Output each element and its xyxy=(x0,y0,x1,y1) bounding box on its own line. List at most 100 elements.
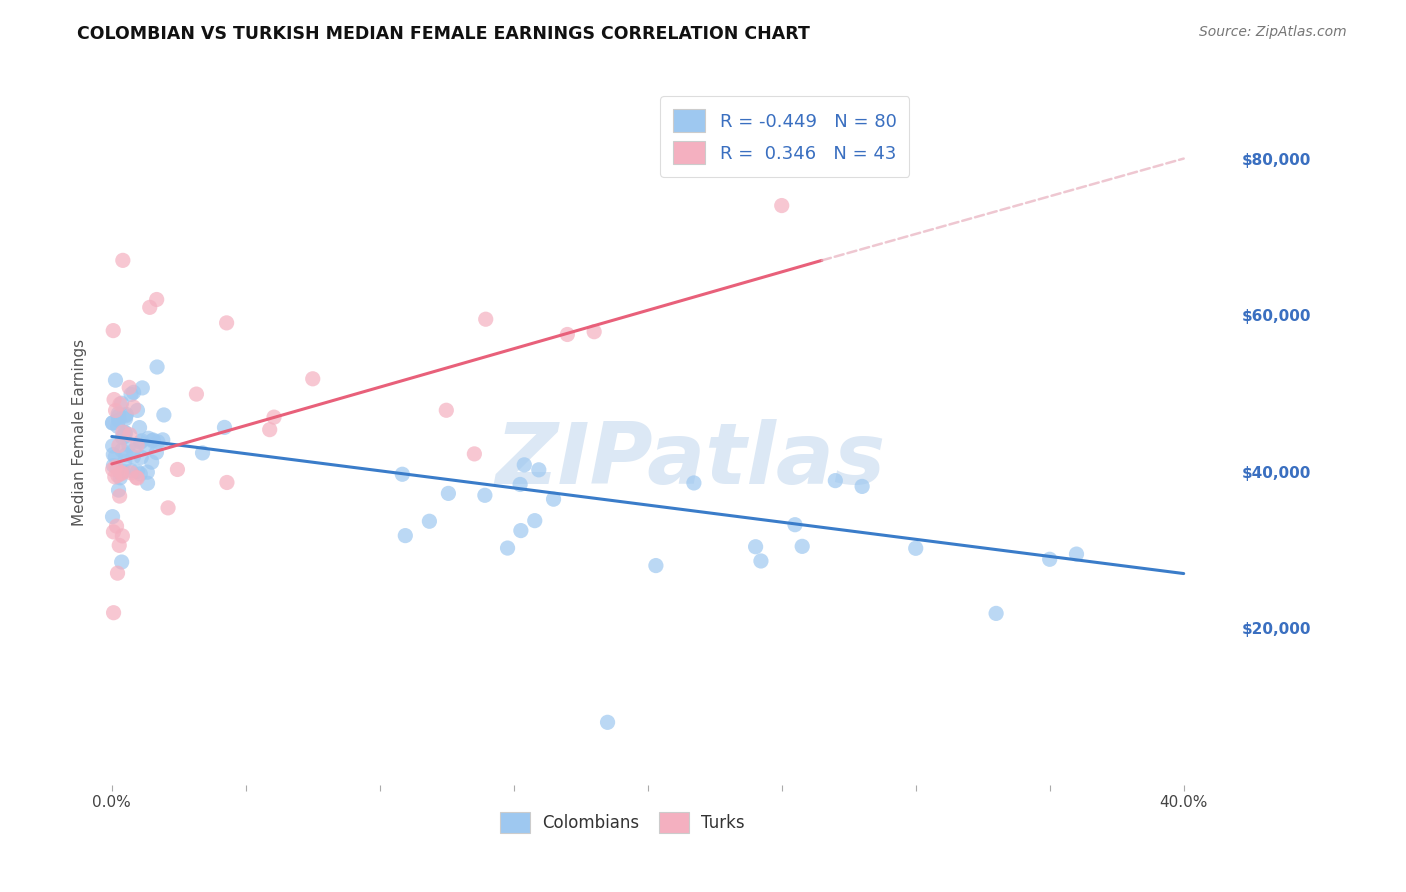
Point xyxy=(792,540,814,554)
Point xyxy=(152,433,174,447)
Point xyxy=(263,410,285,425)
Point xyxy=(129,450,152,465)
Point xyxy=(683,475,706,490)
Point xyxy=(127,438,149,452)
Text: ZIPatlas: ZIPatlas xyxy=(495,419,886,502)
Point xyxy=(543,492,565,507)
Point xyxy=(259,423,281,437)
Point xyxy=(104,460,127,475)
Point xyxy=(101,439,124,453)
Point xyxy=(103,606,125,620)
Point xyxy=(139,301,162,315)
Point xyxy=(104,403,127,417)
Point xyxy=(136,465,159,479)
Y-axis label: Median Female Earnings: Median Female Earnings xyxy=(72,339,87,526)
Point xyxy=(111,443,134,458)
Point xyxy=(394,528,416,542)
Point xyxy=(215,475,238,490)
Point xyxy=(108,538,131,552)
Point xyxy=(103,392,125,407)
Text: COLOMBIAN VS TURKISH MEDIAN FEMALE EARNINGS CORRELATION CHART: COLOMBIAN VS TURKISH MEDIAN FEMALE EARNI… xyxy=(77,25,810,43)
Point xyxy=(138,431,160,445)
Point xyxy=(770,198,793,212)
Point xyxy=(107,566,129,581)
Point xyxy=(112,430,135,444)
Point xyxy=(111,253,134,268)
Point xyxy=(120,464,142,478)
Point xyxy=(437,486,460,500)
Point xyxy=(596,715,619,730)
Point xyxy=(153,408,176,422)
Point xyxy=(557,327,579,342)
Point xyxy=(110,396,132,410)
Point xyxy=(111,425,134,439)
Point xyxy=(108,397,131,411)
Point xyxy=(509,524,531,538)
Point xyxy=(474,488,496,502)
Point xyxy=(127,465,149,479)
Point xyxy=(157,500,180,515)
Point xyxy=(108,471,131,485)
Point xyxy=(122,400,145,414)
Point xyxy=(111,529,134,543)
Point xyxy=(107,409,129,424)
Point xyxy=(301,372,323,386)
Text: Source: ZipAtlas.com: Source: ZipAtlas.com xyxy=(1199,25,1347,39)
Point xyxy=(105,519,128,533)
Point xyxy=(122,450,145,464)
Point xyxy=(110,466,132,480)
Point xyxy=(122,443,145,458)
Point xyxy=(111,555,134,569)
Point xyxy=(114,409,136,423)
Point xyxy=(131,434,153,448)
Point xyxy=(114,425,136,440)
Point xyxy=(103,524,125,539)
Point xyxy=(186,387,208,401)
Point xyxy=(120,466,142,480)
Point xyxy=(118,438,141,452)
Point xyxy=(104,470,127,484)
Point xyxy=(783,517,806,532)
Point xyxy=(749,554,772,568)
Point xyxy=(463,447,485,461)
Point xyxy=(107,407,129,421)
Point xyxy=(115,408,138,422)
Point xyxy=(191,446,214,460)
Point xyxy=(118,427,141,442)
Point xyxy=(129,467,152,481)
Point xyxy=(434,403,457,417)
Point xyxy=(851,479,873,493)
Point xyxy=(115,448,138,462)
Point xyxy=(107,413,129,427)
Point xyxy=(103,324,125,338)
Point xyxy=(101,416,124,430)
Point xyxy=(904,541,927,556)
Point xyxy=(145,293,167,307)
Point xyxy=(114,411,136,425)
Point xyxy=(146,359,169,374)
Point xyxy=(141,455,163,469)
Point xyxy=(513,458,536,472)
Point xyxy=(474,312,496,326)
Point xyxy=(118,380,141,394)
Point xyxy=(120,387,142,401)
Point xyxy=(496,541,519,555)
Point xyxy=(122,385,145,400)
Point xyxy=(527,463,550,477)
Point xyxy=(744,540,766,554)
Point xyxy=(107,468,129,483)
Point xyxy=(215,316,238,330)
Point xyxy=(101,416,124,430)
Point xyxy=(111,467,134,481)
Point xyxy=(114,426,136,441)
Point xyxy=(129,435,152,450)
Point xyxy=(128,420,150,434)
Point xyxy=(101,509,124,524)
Point xyxy=(112,464,135,478)
Point xyxy=(108,439,131,453)
Point xyxy=(136,476,159,491)
Point xyxy=(107,483,129,497)
Point xyxy=(127,471,149,485)
Point xyxy=(509,477,531,491)
Point xyxy=(104,373,127,387)
